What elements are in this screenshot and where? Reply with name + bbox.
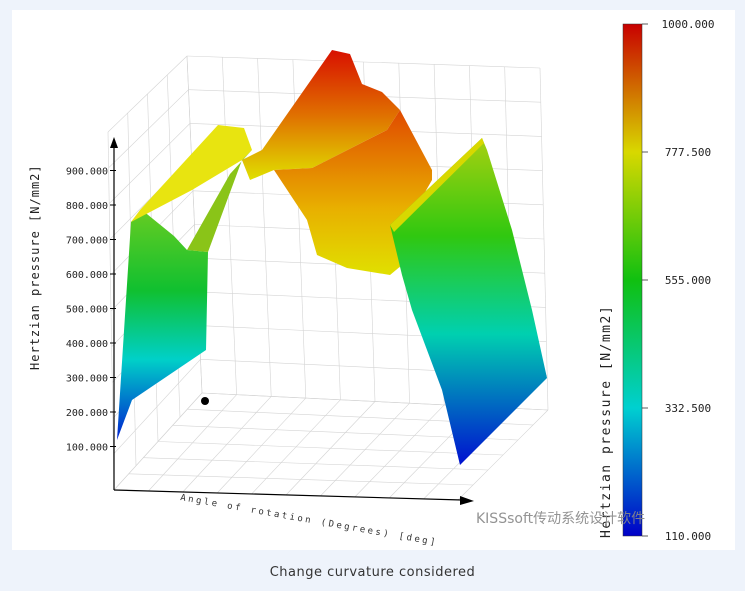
right-band-edge bbox=[390, 138, 484, 232]
colorbar-scale bbox=[622, 23, 643, 537]
left-band-top bbox=[131, 125, 252, 222]
colorbar-tick-label: 555.000 bbox=[665, 274, 711, 287]
z-tick-label: 400.000 bbox=[66, 339, 108, 350]
z-tick-label: 100.000 bbox=[66, 443, 108, 454]
z-axis-arrow bbox=[110, 137, 118, 148]
x-axis-arrow bbox=[460, 496, 474, 505]
surface-chart: 100.000 200.000 300.000 400.000 500.000 600.0… bbox=[28, 18, 715, 548]
colorbar-tick-label: 110.000 bbox=[665, 530, 711, 543]
left-band-side bbox=[187, 150, 252, 252]
z-tick-label: 800.000 bbox=[66, 201, 108, 212]
colorbar: 1000.000 777.500 555.000 332.500 110.000 bbox=[622, 18, 715, 543]
z-tick-label: 600.000 bbox=[66, 270, 108, 281]
colorbar-tick-label: 1000.000 bbox=[662, 18, 715, 31]
z-tick-label: 500.000 bbox=[66, 305, 108, 316]
grid-line bbox=[143, 457, 489, 471]
z-tick-label: 700.000 bbox=[66, 236, 108, 247]
origin-marker bbox=[201, 397, 209, 405]
chart-panel: 100.000 200.000 300.000 400.000 500.000 600.0… bbox=[12, 10, 735, 550]
figure-caption: Change curvature considered bbox=[269, 565, 476, 580]
x-axis-label: Angle of rotation (Degrees) [deg] bbox=[179, 493, 438, 548]
z-tick-label: 300.000 bbox=[66, 374, 108, 385]
watermark: KISSsoft传动系统设计软件 bbox=[476, 511, 646, 527]
colorbar-tick-label: 777.500 bbox=[665, 146, 711, 159]
grid-line bbox=[186, 55, 541, 69]
grid-line bbox=[128, 473, 474, 486]
colorbar-tick-label: 332.500 bbox=[665, 402, 711, 415]
pressure-surface bbox=[117, 50, 547, 465]
x-axis-line bbox=[113, 489, 463, 501]
z-tick-label: 900.000 bbox=[66, 167, 108, 178]
middle-band-top bbox=[242, 50, 400, 180]
left-band-face bbox=[117, 210, 208, 440]
right-band-face bbox=[390, 138, 547, 465]
grid-line bbox=[157, 441, 504, 456]
axes bbox=[110, 137, 474, 505]
z-tick-label: 200.000 bbox=[66, 408, 108, 419]
z-axis-label: Hertzian pressure [N/mm2] bbox=[28, 164, 42, 370]
z-axis-ticks: 100.000 200.000 300.000 400.000 500.000 600.0… bbox=[66, 167, 116, 454]
colorbar-title: Hertzian pressure [N/mm2] bbox=[599, 305, 614, 538]
grid-line bbox=[107, 131, 115, 491]
